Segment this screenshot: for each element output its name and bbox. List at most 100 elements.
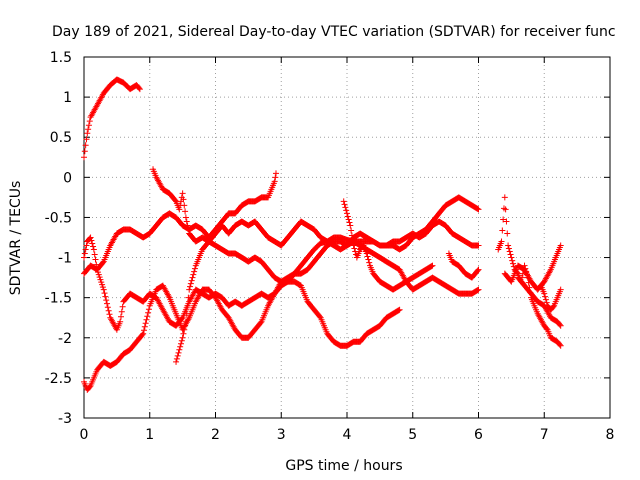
data-point <box>179 190 186 197</box>
x-tick-label: 4 <box>343 427 352 443</box>
data-point <box>117 313 124 320</box>
data-point <box>82 246 89 253</box>
data-point <box>177 343 184 350</box>
x-tick-label: 2 <box>211 427 220 443</box>
y-tick-label: -3 <box>58 411 72 427</box>
data-point <box>475 266 482 273</box>
data-point <box>81 148 88 155</box>
data-point <box>81 250 88 257</box>
data-point <box>100 286 107 293</box>
data-point <box>505 245 512 252</box>
data-point <box>181 202 188 209</box>
data-point <box>187 280 194 287</box>
data-point <box>81 254 87 261</box>
data-point <box>181 326 188 333</box>
data-point <box>101 290 108 297</box>
data-point <box>346 219 353 226</box>
y-tick-label: 1.5 <box>50 50 72 66</box>
data-point <box>508 254 515 261</box>
data-point <box>184 302 191 309</box>
x-tick-label: 1 <box>145 427 154 443</box>
series-arc-g <box>340 198 436 293</box>
data-point <box>542 296 549 303</box>
data-point <box>341 201 348 208</box>
y-tick-label: -1.5 <box>45 291 72 307</box>
series-arc-i <box>495 194 564 349</box>
data-point <box>510 263 517 270</box>
data-point <box>541 290 548 297</box>
data-point <box>82 142 89 149</box>
data-point <box>340 198 347 205</box>
data-point <box>474 205 481 212</box>
data-point <box>557 342 564 349</box>
data-point <box>557 242 564 249</box>
data-point <box>86 118 93 125</box>
data-point <box>183 218 190 225</box>
data-point <box>179 334 186 341</box>
data-point <box>97 276 104 283</box>
data-point <box>366 259 373 266</box>
data-point <box>117 318 124 325</box>
data-point <box>182 214 189 221</box>
y-axis-label: SDTVAR / TECUs <box>8 181 24 296</box>
x-tick-label: 3 <box>277 427 286 443</box>
data-point <box>191 265 198 272</box>
data-point <box>257 319 264 326</box>
data-points <box>81 76 564 393</box>
data-point <box>316 313 323 320</box>
data-point <box>183 310 190 317</box>
data-point <box>191 268 198 275</box>
data-point <box>396 306 403 313</box>
data-point <box>344 210 350 217</box>
data-point <box>81 154 87 161</box>
data-point <box>119 303 126 310</box>
data-point <box>104 300 111 307</box>
data-point <box>474 287 481 294</box>
series-arc-j <box>501 242 564 293</box>
data-point <box>96 274 103 281</box>
data-point <box>556 321 563 328</box>
data-point <box>348 232 355 239</box>
data-point <box>189 274 196 281</box>
data-point <box>543 325 550 332</box>
data-point <box>87 234 94 241</box>
data-point <box>102 293 109 300</box>
x-tick-label: 7 <box>540 427 549 443</box>
data-point <box>365 256 372 263</box>
data-point <box>85 122 92 129</box>
data-point <box>502 206 509 213</box>
series-arc-h <box>445 250 482 281</box>
data-point <box>428 263 435 270</box>
data-point <box>145 306 152 313</box>
data-point <box>505 242 512 249</box>
data-point <box>176 346 183 353</box>
data-point <box>506 248 513 255</box>
data-point <box>345 216 352 223</box>
data-point <box>86 383 93 390</box>
data-point <box>98 279 105 286</box>
data-point <box>105 307 112 314</box>
data-point <box>363 250 370 257</box>
data-point <box>90 246 97 253</box>
data-point <box>178 337 185 344</box>
data-point <box>271 178 278 185</box>
data-point <box>474 267 481 274</box>
data-point <box>88 237 95 244</box>
data-point <box>99 281 106 288</box>
y-tick-label: 0.5 <box>50 130 72 146</box>
x-axis-label: GPS time / hours <box>285 458 402 474</box>
data-point <box>364 253 371 260</box>
data-point <box>350 242 357 249</box>
data-point <box>180 196 187 203</box>
data-point <box>182 208 189 215</box>
data-point <box>501 194 508 201</box>
data-point <box>174 352 181 359</box>
data-point <box>500 216 507 223</box>
data-point <box>99 284 106 291</box>
data-point <box>510 260 517 267</box>
y-tick-label: 0 <box>63 170 72 186</box>
data-point <box>188 277 195 284</box>
y-tick-label: -2 <box>58 331 72 347</box>
series-arc-c <box>81 278 403 393</box>
data-point <box>173 355 180 362</box>
